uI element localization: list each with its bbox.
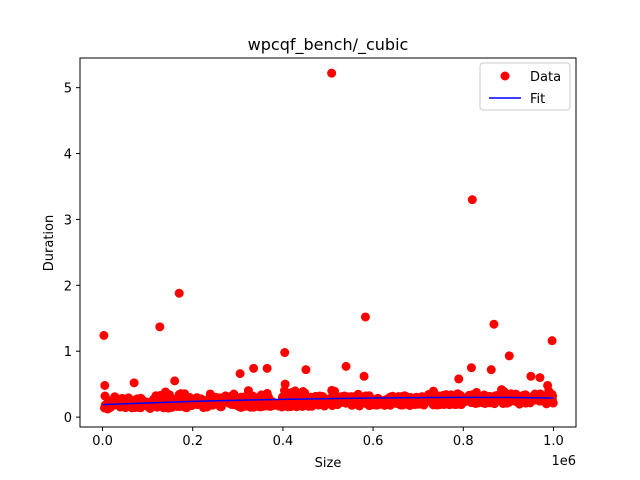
data-point (99, 330, 109, 340)
data-point (438, 391, 448, 401)
data-point (140, 397, 150, 407)
data-point (120, 403, 130, 413)
legend: Data Fit (479, 62, 571, 111)
data-point (367, 394, 377, 404)
y-tick-label: 4 (64, 148, 72, 163)
data-point (359, 371, 369, 381)
data-point (259, 396, 269, 406)
data-point (284, 395, 294, 405)
data-point (489, 319, 499, 329)
y-tick-label: 0 (64, 411, 72, 426)
data-point (301, 365, 311, 375)
y-tick-label: 5 (64, 82, 72, 97)
data-point (110, 397, 120, 407)
data-point (200, 401, 210, 411)
data-point (466, 363, 476, 373)
data-point (535, 373, 545, 383)
data-point (280, 379, 290, 389)
data-point (235, 369, 245, 379)
data-point (450, 394, 460, 404)
x-tick-label: 0.0 (92, 434, 113, 449)
data-point (425, 396, 435, 406)
x-tick-label: 0.6 (363, 434, 384, 449)
y-tick-label: 3 (64, 213, 72, 228)
legend-data-marker (500, 71, 510, 81)
x-tick-label: 0.2 (182, 434, 203, 449)
chart-title: wpcqf_bench/_cubic (248, 35, 409, 55)
data-point (486, 365, 496, 375)
data-point (180, 389, 190, 399)
y-tick-label: 1 (64, 345, 72, 360)
data-point (242, 391, 252, 401)
data-point (376, 397, 386, 407)
data-point (547, 336, 557, 346)
data-point (174, 288, 184, 298)
data-point (428, 386, 438, 396)
plot-area (99, 68, 558, 414)
axes: 0.0 0.2 0.4 0.6 0.8 1.0 0 1 2 3 4 5 (64, 82, 564, 449)
data-point (498, 399, 508, 408)
data-point (327, 68, 337, 78)
x-tick-label: 0.8 (453, 434, 474, 449)
data-point (248, 391, 258, 401)
data-point (341, 361, 351, 371)
data-point (280, 348, 290, 358)
fit-line (102, 396, 554, 406)
data-point (131, 395, 141, 405)
data-point (100, 380, 110, 390)
legend-fit-label: Fit (530, 92, 545, 107)
data-point (151, 391, 161, 401)
y-axis-label: Duration (42, 215, 57, 271)
data-point (262, 363, 272, 373)
data-point (405, 400, 415, 410)
data-point (456, 400, 466, 410)
data-point (416, 399, 426, 409)
data-point (467, 195, 477, 205)
data-point (548, 398, 558, 408)
data-point (169, 396, 179, 406)
data-point (433, 400, 443, 410)
x-tick-label: 0.4 (273, 434, 294, 449)
data-point (522, 397, 532, 407)
data-point (230, 400, 239, 410)
data-point (395, 394, 405, 404)
data-point (439, 400, 449, 410)
legend-data-label: Data (530, 70, 561, 85)
data-point (101, 403, 111, 413)
data-point (454, 374, 464, 384)
x-tick-label: 1.0 (543, 434, 564, 449)
data-point (504, 351, 514, 361)
data-point (206, 394, 216, 404)
data-point (301, 392, 311, 402)
plot-frame (79, 57, 577, 428)
data-point (352, 399, 362, 409)
data-point (324, 398, 334, 408)
x-axis-label: Size (315, 456, 342, 471)
data-point (170, 376, 180, 386)
data-point (249, 363, 259, 373)
data-point (129, 378, 139, 388)
data-point (265, 401, 275, 411)
x-offset-label: 1e6 (551, 454, 576, 469)
data-point (526, 371, 536, 381)
data-point (471, 399, 480, 408)
data-point (543, 380, 553, 390)
y-tick-label: 2 (64, 279, 72, 294)
data-point (155, 322, 165, 332)
data-point (541, 398, 551, 408)
data-point (179, 398, 189, 408)
data-point (330, 386, 340, 396)
data-point (360, 312, 370, 322)
